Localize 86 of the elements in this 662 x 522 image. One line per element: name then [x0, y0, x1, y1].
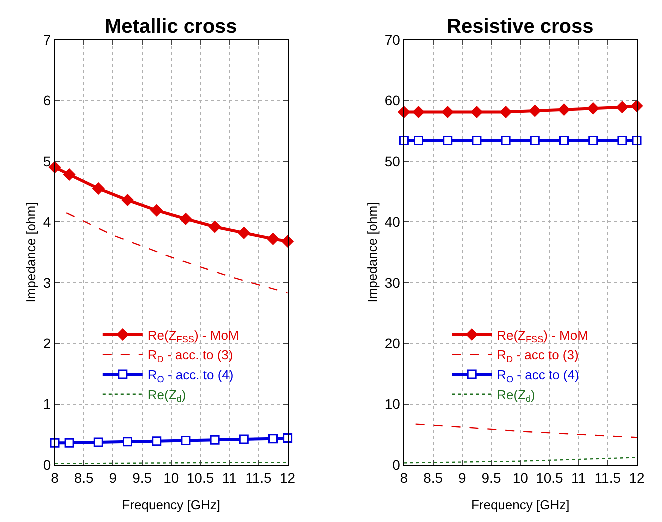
point	[268, 434, 278, 444]
y-tick-label: 5	[43, 153, 52, 170]
x-axis-title: Frequency [GHz]	[122, 497, 221, 512]
point	[180, 213, 192, 226]
point	[560, 136, 569, 146]
x-tick-label: 11.5	[246, 470, 272, 486]
y-tick-label: 7	[43, 32, 52, 48]
x-tick-label: 9.5	[482, 470, 502, 486]
y-tick-label: 6	[43, 92, 52, 109]
point	[616, 101, 628, 114]
x-tick-label: 11	[222, 470, 238, 486]
x-tick-label: 9.5	[132, 470, 152, 486]
point	[471, 106, 483, 118]
y-tick-label: 10	[384, 396, 401, 412]
x-axis-title: Frequency [GHz]	[471, 497, 570, 512]
x-tick-label: 12	[629, 470, 645, 486]
chart-title: Metallic cross	[105, 16, 238, 38]
point	[267, 233, 280, 246]
point	[399, 136, 409, 146]
x-tick-label: 10.5	[186, 470, 214, 486]
point	[210, 435, 220, 445]
x-tick-label: 11.5	[594, 470, 622, 486]
point	[239, 434, 249, 444]
point	[209, 221, 221, 233]
y-tick-label: 1	[43, 396, 52, 412]
point	[587, 102, 600, 115]
line-series	[415, 424, 637, 438]
y-axis-title: Impedance [ohm]	[364, 202, 380, 303]
legend-label: Re(Z$_{d}$)	[497, 387, 536, 404]
x-tick-label: 10.5	[536, 470, 564, 486]
y-tick-label: 30	[384, 274, 401, 291]
y-tick-label: 70	[384, 32, 401, 48]
legend-label: Re(Z$_{FSS}$) - MoM	[148, 328, 240, 344]
legend-label: Re(Z$_{FSS}$) - MoM	[497, 328, 588, 344]
point	[122, 194, 134, 206]
y-tick-label: 3	[43, 274, 52, 291]
legend-label: R$_{D}$ - acc. to (3)	[148, 348, 234, 364]
x-tick-label: 8	[400, 470, 408, 486]
point	[64, 438, 74, 448]
point	[632, 136, 642, 146]
y-axis-title: Impedance [ohm]	[23, 202, 38, 303]
point	[94, 438, 104, 448]
point	[472, 136, 482, 146]
point	[50, 438, 60, 448]
point	[414, 136, 424, 146]
x-tick-label: 8.5	[74, 470, 94, 486]
point	[500, 106, 512, 118]
x-tick-label: 9	[458, 470, 466, 486]
x-tick-label: 8.5	[424, 470, 444, 486]
x-tick-label: 9	[109, 470, 118, 486]
chart-title: Resistive cross	[447, 16, 594, 38]
y-tick-label: 40	[384, 214, 401, 230]
y-tick-label: 0	[43, 456, 52, 473]
point	[530, 136, 540, 146]
point	[152, 436, 162, 446]
legend-label: R$_{O}$ - acc. to (4)	[148, 368, 234, 384]
point	[588, 136, 598, 146]
y-tick-label: 0	[392, 456, 401, 473]
point	[181, 436, 191, 446]
point	[92, 182, 105, 195]
point	[64, 168, 76, 181]
y-tick-label: 20	[384, 335, 401, 352]
point	[442, 106, 454, 118]
point	[618, 136, 628, 146]
point	[501, 136, 511, 146]
y-tick-label: 4	[43, 214, 52, 230]
legend-label: R$_{O}$ - acc to (4)	[497, 368, 580, 384]
point	[238, 227, 250, 240]
y-tick-label: 50	[384, 153, 401, 170]
y-tick-label: 60	[384, 92, 401, 109]
point	[529, 105, 542, 117]
x-tick-label: 8	[51, 470, 60, 486]
point	[558, 104, 570, 116]
point	[150, 204, 163, 217]
x-tick-label: 12	[280, 470, 296, 486]
point	[123, 437, 132, 447]
point	[283, 434, 293, 444]
y-tick-label: 2	[43, 335, 52, 352]
legend-label: Re(Z$_{d}$)	[148, 387, 186, 404]
line-series	[66, 212, 288, 294]
legend-label: R$_{D}$ - acc to (3)	[497, 348, 579, 364]
x-tick-label: 11	[572, 470, 586, 486]
x-tick-label: 10	[512, 470, 529, 486]
x-tick-label: 10	[164, 470, 180, 486]
point	[443, 136, 453, 146]
point	[412, 106, 425, 118]
